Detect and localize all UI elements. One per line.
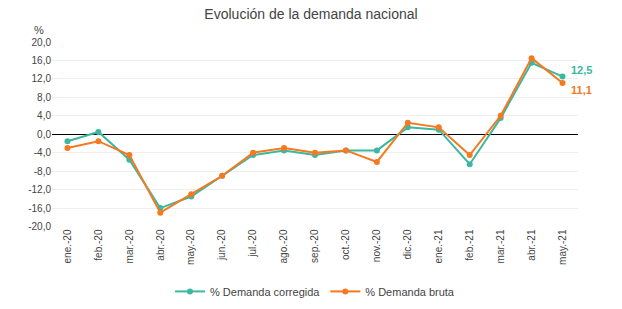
svg-text:nov.-20: nov.-20 bbox=[371, 229, 382, 262]
svg-text:dic.-20: dic.-20 bbox=[402, 229, 413, 259]
svg-text:sep.-20: sep.-20 bbox=[309, 229, 320, 263]
svg-text:16,0: 16,0 bbox=[32, 55, 52, 66]
svg-text:-12,0: -12,0 bbox=[28, 184, 51, 195]
svg-text:8,0: 8,0 bbox=[37, 92, 51, 103]
svg-text:ago.-20: ago.-20 bbox=[278, 229, 289, 263]
svg-text:20,0: 20,0 bbox=[32, 37, 52, 48]
svg-text:jun.-20: jun.-20 bbox=[216, 229, 227, 261]
svg-text:may.-21: may.-21 bbox=[557, 229, 568, 265]
svg-text:12,0: 12,0 bbox=[32, 73, 52, 84]
svg-text:12,5: 12,5 bbox=[571, 64, 592, 76]
svg-text:11,1: 11,1 bbox=[571, 84, 592, 96]
svg-text:oct.-20: oct.-20 bbox=[340, 229, 351, 260]
svg-text:Evolución de la demanda nacion: Evolución de la demanda nacional bbox=[204, 6, 417, 22]
svg-text:-20,0: -20,0 bbox=[28, 221, 51, 232]
svg-text:-16,0: -16,0 bbox=[28, 203, 51, 214]
svg-text:may.-20: may.-20 bbox=[185, 229, 196, 265]
svg-text:feb.-20: feb.-20 bbox=[93, 229, 104, 261]
svg-text:% Demanda bruta: % Demanda bruta bbox=[365, 286, 455, 298]
svg-text:%: % bbox=[34, 24, 44, 36]
svg-text:feb.-21: feb.-21 bbox=[464, 229, 475, 261]
svg-text:ene.-21: ene.-21 bbox=[433, 229, 444, 263]
svg-text:jul.-20: jul.-20 bbox=[247, 229, 258, 258]
svg-text:4,0: 4,0 bbox=[37, 110, 51, 121]
svg-text:abr.-20: abr.-20 bbox=[155, 229, 166, 261]
svg-text:mar.-21: mar.-21 bbox=[495, 229, 506, 263]
svg-text:0,0: 0,0 bbox=[37, 129, 51, 140]
svg-text:ene.-20: ene.-20 bbox=[62, 229, 73, 263]
svg-text:-4,0: -4,0 bbox=[34, 147, 52, 158]
svg-text:-8,0: -8,0 bbox=[34, 166, 52, 177]
svg-text:mar.-20: mar.-20 bbox=[124, 229, 135, 263]
svg-text:% Demanda corregida: % Demanda corregida bbox=[210, 286, 320, 298]
svg-text:abr.-21: abr.-21 bbox=[526, 229, 537, 261]
